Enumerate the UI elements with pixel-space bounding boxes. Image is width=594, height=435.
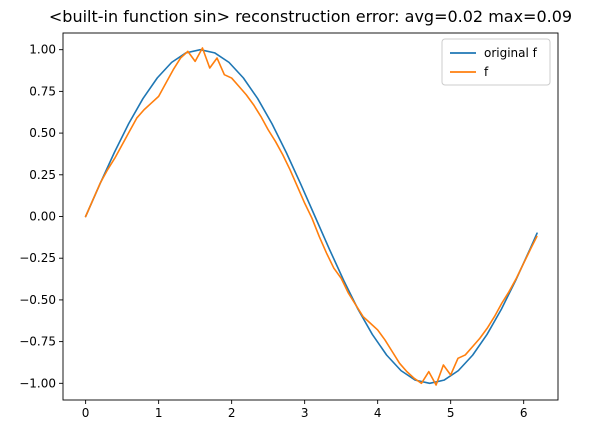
x-tick-label: 2 [228,406,236,420]
series-line-f [84,47,538,386]
series-lines [84,47,538,386]
y-tick-label: 0.75 [29,84,56,98]
chart-title: <built-in function sin> reconstruction e… [49,7,572,26]
y-tick-label: 0.25 [29,168,56,182]
legend-entry: f [484,65,489,79]
y-tick-label: −0.50 [19,293,56,307]
x-tick-label: 0 [82,406,90,420]
x-tick-label: 6 [520,406,528,420]
legend: original f f [441,38,551,86]
y-tick-label: −0.25 [19,251,56,265]
y-tick-label: 1.00 [29,43,56,57]
x-tick-label: 4 [374,406,382,420]
legend-entry: original f [484,46,538,60]
y-tick-label: 0.00 [29,210,56,224]
y-tick-label: −0.75 [19,335,56,349]
x-tick-label: 5 [447,406,455,420]
legend-box [441,38,551,86]
x-tick-label: 1 [155,406,163,420]
x-tick-label: 3 [301,406,309,420]
y-tick-label: −1.00 [19,376,56,390]
series-line-original-f [84,48,538,385]
y-tick-label: 0.50 [29,126,56,140]
axes: 0 1 2 3 4 5 6 −1.00 −0.75 −0.50 −0.25 0.00 0.25 0.50 0… [19,32,559,420]
